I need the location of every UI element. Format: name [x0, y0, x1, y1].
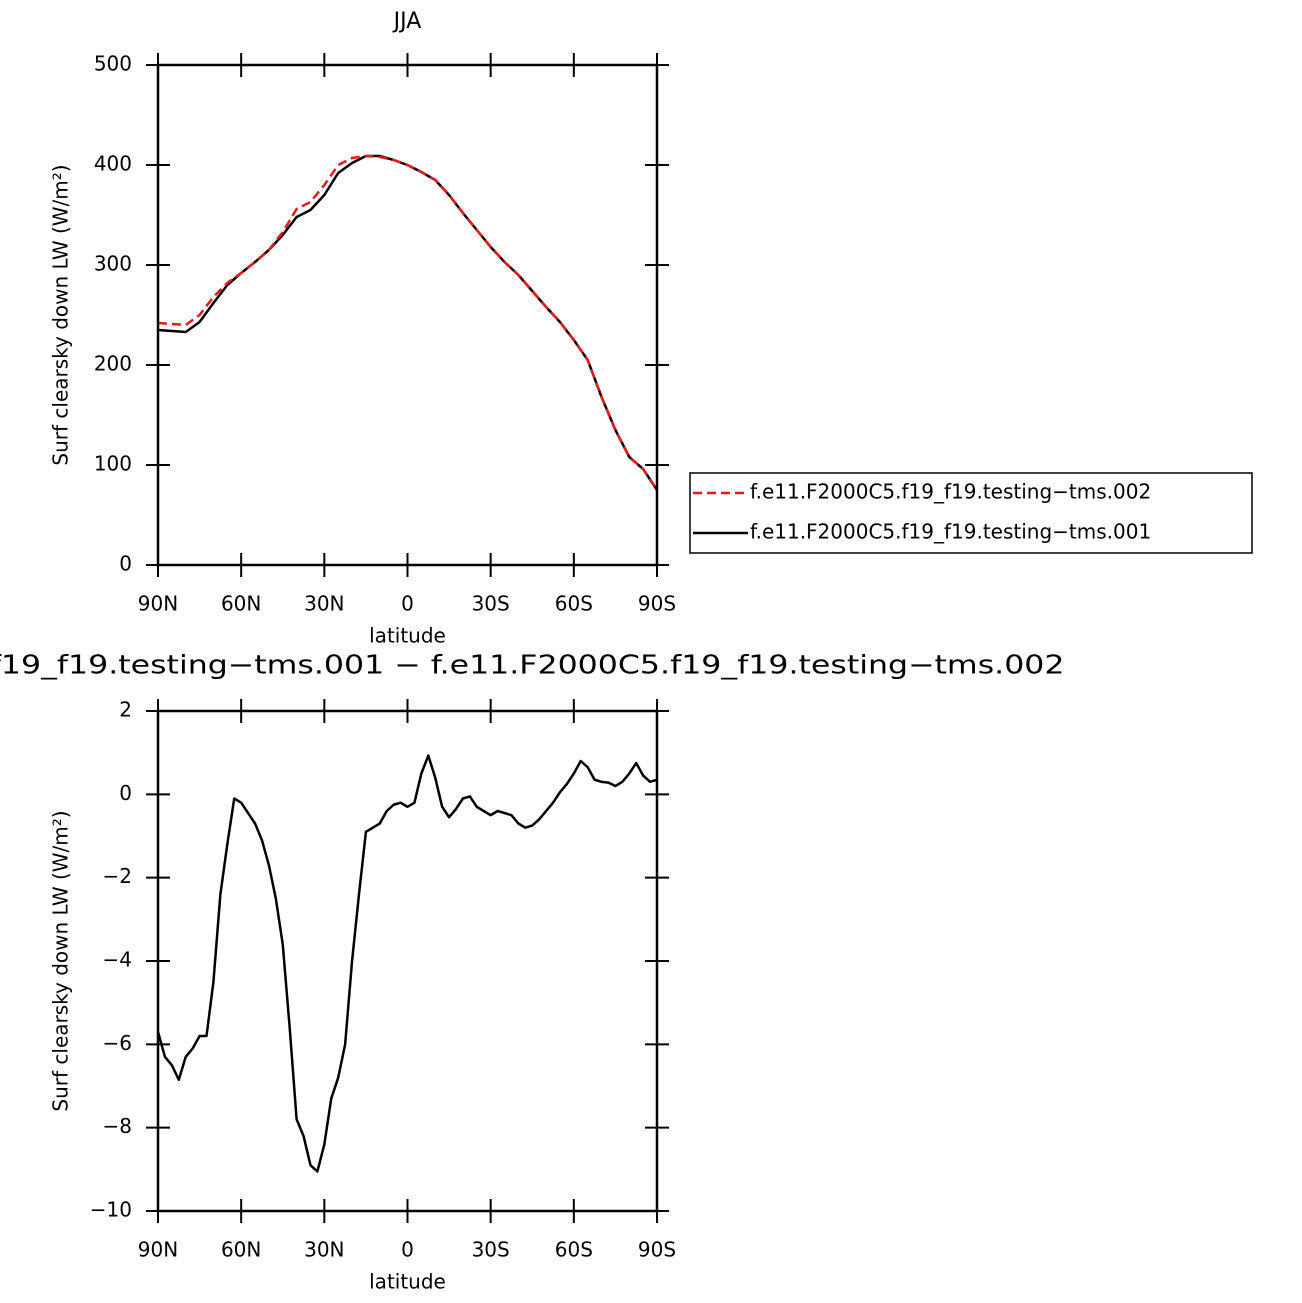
y-tick-label: −4	[103, 948, 132, 972]
x-tick-label: 90S	[638, 1238, 676, 1262]
x-tick-label: 90N	[138, 592, 178, 616]
x-tick-label: 30S	[472, 592, 510, 616]
x-tick-label: 60N	[221, 1238, 261, 1262]
y-tick-label: 200	[94, 352, 132, 376]
y-axis-label: Surf clearsky down LW (W/m²)	[49, 164, 73, 465]
x-tick-label: 30N	[304, 592, 344, 616]
y-tick-label: −2	[103, 864, 132, 888]
plot-frame	[156, 709, 659, 1213]
data-line	[157, 154, 659, 491]
x-tick-label: 90S	[638, 592, 676, 616]
y-tick-label: 100	[94, 452, 132, 476]
y-tick-label: 0	[119, 552, 132, 576]
x-tick-label: 0	[401, 592, 414, 616]
y-tick-label: −6	[103, 1031, 132, 1055]
y-tick-label: 300	[94, 252, 132, 276]
x-tick-label: 30S	[472, 1238, 510, 1262]
legend-label: f.e11.F2000C5.f19_f19.testing−tms.002	[750, 480, 1151, 504]
y-tick-label: −8	[103, 1114, 132, 1138]
x-tick-label: 30N	[304, 1238, 344, 1262]
x-tick-label: 90N	[138, 1238, 178, 1262]
y-tick-label: −10	[90, 1198, 132, 1222]
x-tick-label: 0	[401, 1238, 414, 1262]
legend-box	[689, 472, 1253, 554]
legend-label: f.e11.F2000C5.f19_f19.testing−tms.001	[750, 520, 1151, 544]
x-axis-label: latitude	[369, 624, 446, 648]
data-line	[156, 754, 658, 1173]
x-tick-label: 60S	[555, 1238, 593, 1262]
y-tick-label: 400	[94, 152, 132, 176]
y-tick-label: 2	[119, 698, 132, 722]
plot-frame	[156, 63, 659, 567]
y-tick-label: 500	[94, 52, 132, 76]
chart-title: JJA	[392, 9, 422, 34]
y-axis-label: Surf clearsky down LW (W/m²)	[49, 810, 73, 1111]
chart-title: f.e11.F2000C5.f19_f19.testing−tms.001 − …	[0, 651, 1065, 681]
x-tick-label: 60S	[555, 592, 593, 616]
x-tick-label: 60N	[221, 592, 261, 616]
x-axis-label: latitude	[369, 1270, 446, 1294]
data-line	[157, 154, 659, 491]
y-tick-label: 0	[119, 781, 132, 805]
